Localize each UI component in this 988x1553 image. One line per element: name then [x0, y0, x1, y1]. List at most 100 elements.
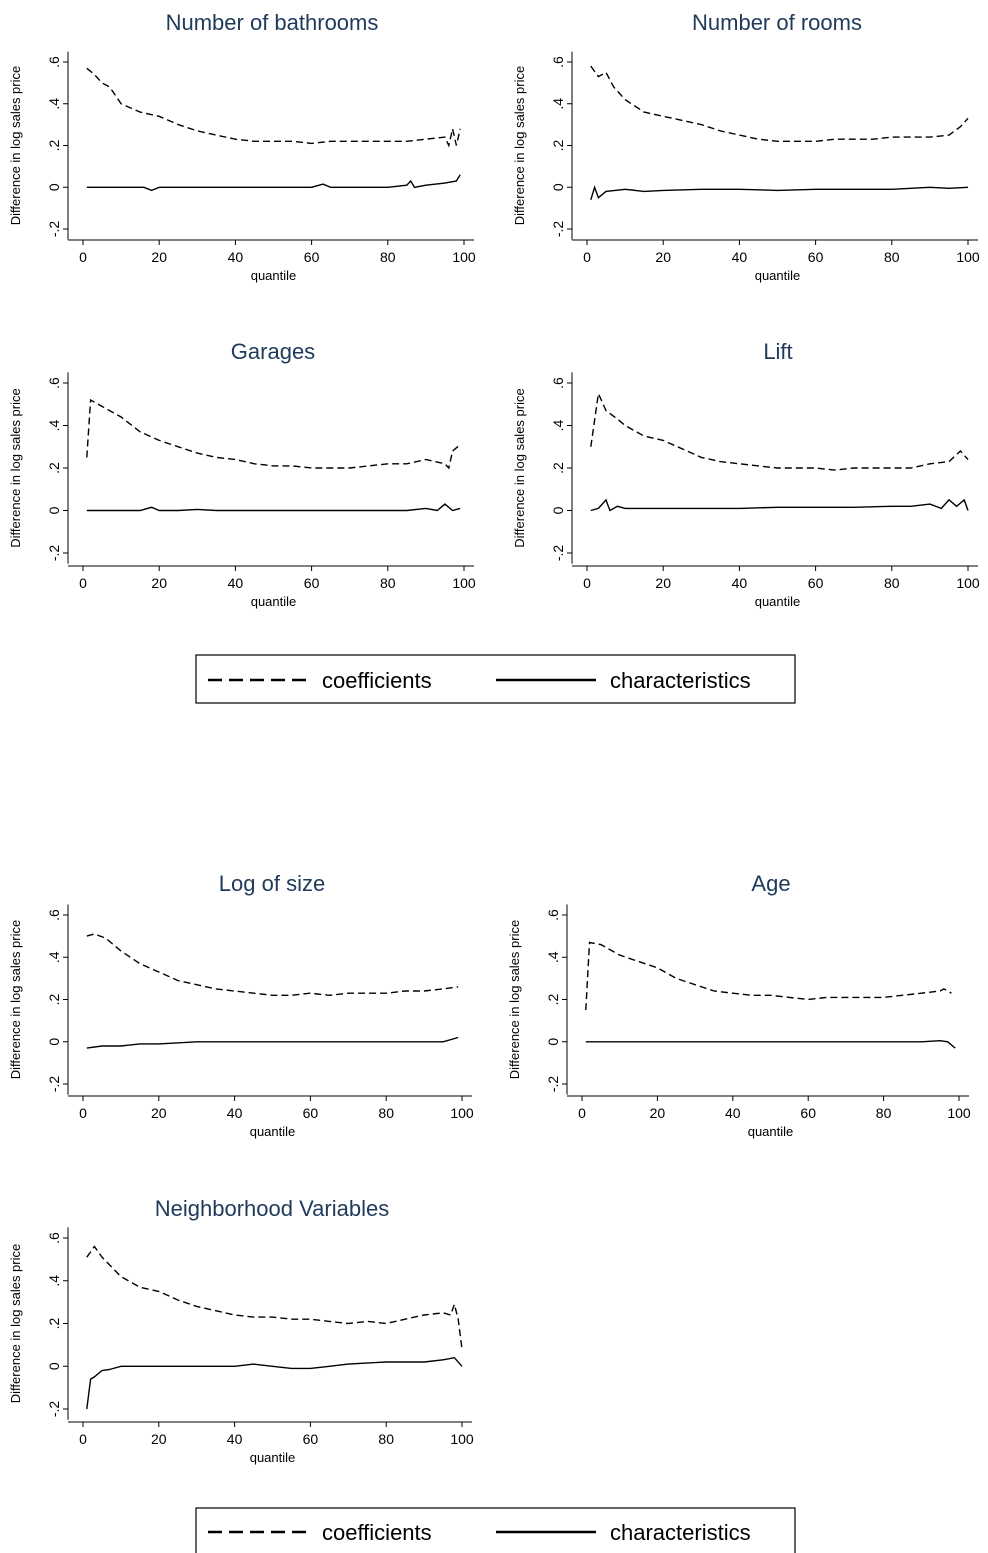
y-axis-label: Difference in log sales price — [8, 66, 23, 225]
x-tick-label: 40 — [227, 1105, 243, 1121]
x-tick-label: 100 — [452, 249, 476, 265]
y-tick-label: .4 — [46, 1275, 62, 1287]
x-tick-label: 80 — [378, 1105, 394, 1121]
x-tick-label: 0 — [79, 1105, 87, 1121]
y-tick-label: .2 — [46, 139, 62, 151]
x-axis-label: quantile — [250, 1450, 296, 1465]
y-tick-label: .6 — [46, 56, 62, 68]
x-axis-label: quantile — [755, 268, 801, 283]
y-tick-label: .4 — [46, 98, 62, 110]
series-characteristics-line — [590, 185, 969, 201]
chart-panel: Garages -.2 0 .2 .4 .6 Difference in log sales… — [8, 339, 476, 609]
x-tick-label: 60 — [808, 249, 824, 265]
x-tick-label: 60 — [303, 1431, 319, 1447]
x-tick-label: 100 — [956, 249, 980, 265]
legend-box — [195, 1507, 796, 1553]
chart-title: Number of bathrooms — [166, 10, 379, 35]
series-coefficients-line — [86, 1245, 463, 1350]
x-tick-label: 40 — [732, 575, 748, 591]
series-coefficients-line — [86, 67, 461, 148]
y-axis-label: Difference in log sales price — [512, 388, 527, 547]
y-tick-label: .6 — [545, 909, 561, 921]
y-axis-label: Difference in log sales price — [8, 388, 23, 547]
x-tick-label: 80 — [378, 1431, 394, 1447]
y-tick-label: .2 — [545, 993, 561, 1005]
y-tick-label: -.2 — [550, 221, 566, 238]
series-characteristics-line — [86, 174, 461, 192]
y-axis-label: Difference in log sales price — [512, 66, 527, 225]
y-tick-label: .4 — [46, 419, 62, 431]
y-tick-label: .4 — [545, 951, 561, 963]
chart-panel: Number of bathrooms -.2 0 .2 .4 .6 Difference … — [8, 10, 476, 283]
x-tick-label: 0 — [583, 249, 591, 265]
y-axis-label: Difference in log sales price — [507, 920, 522, 1079]
y-axis-label: Difference in log sales price — [8, 920, 23, 1079]
x-tick-label: 0 — [79, 249, 87, 265]
legend-characteristics-label: characteristics — [610, 668, 751, 693]
y-tick-label: .4 — [550, 98, 566, 110]
x-axis-label: quantile — [250, 1124, 296, 1139]
y-tick-label: -.2 — [46, 545, 62, 562]
x-tick-label: 60 — [304, 575, 320, 591]
series-characteristics-line — [585, 1039, 956, 1049]
chart-title: Age — [751, 871, 790, 896]
x-tick-label: 0 — [79, 575, 87, 591]
y-tick-label: .2 — [46, 1317, 62, 1329]
chart-title: Lift — [763, 339, 792, 364]
x-tick-label: 100 — [452, 575, 476, 591]
legend-bottom: coefficients characteristics — [195, 1507, 796, 1553]
x-tick-label: 0 — [79, 1431, 87, 1447]
y-tick-label: 0 — [46, 506, 62, 514]
x-tick-label: 40 — [227, 1431, 243, 1447]
y-tick-label: 0 — [46, 1038, 62, 1046]
y-tick-label: .2 — [46, 993, 62, 1005]
y-tick-label: .2 — [46, 462, 62, 474]
x-axis-label: quantile — [251, 268, 297, 283]
y-tick-label: .2 — [550, 139, 566, 151]
y-tick-label: .6 — [46, 1232, 62, 1244]
series-coefficients-line — [590, 391, 969, 471]
chart-title: Number of rooms — [692, 10, 862, 35]
x-tick-label: 60 — [303, 1105, 319, 1121]
y-tick-label: 0 — [550, 506, 566, 514]
x-tick-label: 0 — [583, 575, 591, 591]
x-tick-label: 100 — [450, 1431, 474, 1447]
chart-title: Log of size — [219, 871, 325, 896]
y-axis-label: Difference in log sales price — [8, 1244, 23, 1403]
legend-coefficients-label: coefficients — [322, 668, 432, 693]
x-tick-label: 20 — [151, 575, 167, 591]
legend-coefficients-label: coefficients — [322, 1520, 432, 1545]
y-tick-label: -.2 — [46, 1076, 62, 1093]
y-tick-label: -.2 — [550, 545, 566, 562]
x-axis-label: quantile — [251, 594, 297, 609]
y-tick-label: -.2 — [46, 1401, 62, 1418]
x-tick-label: 20 — [151, 249, 167, 265]
series-characteristics-line — [590, 498, 969, 512]
y-tick-label: .6 — [550, 377, 566, 389]
x-tick-label: 40 — [732, 249, 748, 265]
chart-title: Neighborhood Variables — [155, 1196, 389, 1221]
x-tick-label: 20 — [655, 575, 671, 591]
series-coefficients-line — [585, 941, 952, 1011]
chart-title: Garages — [231, 339, 315, 364]
chart-panel: Number of rooms -.2 0 .2 .4 .6 Difference in l… — [512, 10, 980, 283]
y-tick-label: 0 — [46, 1362, 62, 1370]
series-coefficients-line — [86, 398, 461, 470]
y-tick-label: -.2 — [46, 221, 62, 238]
legend-characteristics-label: characteristics — [610, 1520, 751, 1545]
y-tick-label: .6 — [46, 909, 62, 921]
x-tick-label: 80 — [876, 1105, 892, 1121]
x-tick-label: 80 — [884, 575, 900, 591]
chart-panel: Age -.2 0 .2 .4 .6 Difference in log sales pri… — [507, 871, 971, 1139]
y-tick-label: 0 — [545, 1038, 561, 1046]
y-tick-label: .4 — [46, 951, 62, 963]
y-tick-label: .4 — [550, 419, 566, 431]
x-tick-label: 100 — [947, 1105, 971, 1121]
series-coefficients-line — [590, 65, 969, 143]
x-axis-label: quantile — [748, 1124, 794, 1139]
series-characteristics-line — [86, 503, 461, 512]
x-tick-label: 100 — [450, 1105, 474, 1121]
x-tick-label: 20 — [655, 249, 671, 265]
chart-panel: Neighborhood Variables -.2 0 .2 .4 .6 Differen… — [8, 1196, 474, 1465]
